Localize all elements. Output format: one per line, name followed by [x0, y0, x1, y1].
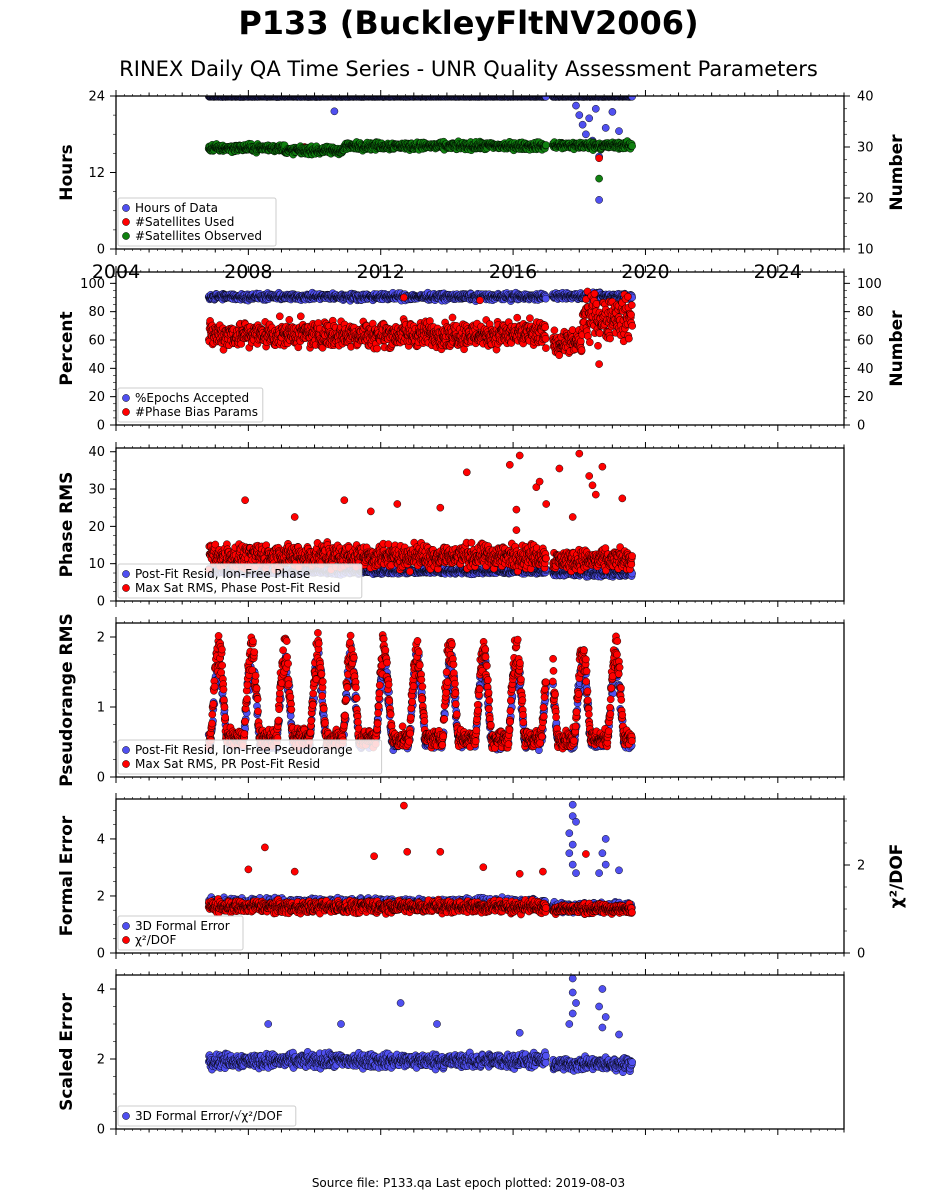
legend-marker [122, 394, 130, 402]
series-2-point [627, 310, 635, 319]
panel-1-marks [204, 96, 636, 204]
series-2-point [296, 312, 305, 321]
legend-marker [122, 218, 130, 226]
series-1-point [582, 130, 590, 139]
series-2-point [577, 346, 586, 355]
y-tick-label: 20 [88, 390, 105, 405]
series-2-point [476, 296, 484, 305]
figure-title: P133 (BuckleyFltNV2006) [238, 4, 699, 42]
legend-entry: %Epochs Accepted [135, 391, 249, 405]
series-1-point [595, 196, 603, 204]
panel-2: 0 20 40 60 80 100 Percent 0 20 40 60 80 100 Number %Ep… [57, 266, 907, 434]
series-2-point [628, 322, 637, 330]
y-tick-label: 12 [88, 166, 105, 181]
series-1-point [585, 114, 594, 123]
panel-2-y-axis-left: 0 20 40 60 80 100 Percent [57, 275, 116, 434]
series-2-point [541, 323, 550, 332]
panel-2-marks [204, 287, 637, 368]
series-3-point [595, 174, 603, 183]
series-2-point [285, 315, 294, 324]
y-tick-label: 80 [88, 305, 105, 320]
series-2-point [627, 301, 636, 309]
y-axis-right-label: Number [887, 310, 907, 387]
panel-1-y-axis-right: 10 20 30 40 Number [844, 90, 907, 258]
series-2-point [590, 289, 599, 298]
series-2-point [606, 334, 614, 343]
panel-1-legend: Hours of Data#Satellites Used#Satellites… [117, 197, 277, 247]
y-tick-label: 100 [80, 277, 105, 292]
y-right-tick-label: 0 [857, 419, 865, 434]
series-2-point [448, 313, 457, 322]
y-right-tick-label: 40 [857, 90, 874, 105]
y-axis-right-label: Number [887, 134, 907, 211]
series-1-point [572, 101, 580, 110]
panel-1-x-axis: 2004 2008 2012 2016 2020 2024 [92, 90, 845, 283]
series-2-point [576, 337, 585, 346]
series-2-point [542, 344, 550, 352]
series-1-point [608, 108, 617, 116]
series-1-point [628, 96, 636, 101]
series-1-point [578, 120, 587, 129]
y-right-tick-label: 20 [857, 192, 874, 207]
series-3-point [542, 141, 550, 149]
series-2-point [373, 344, 381, 353]
series-2-point [526, 314, 534, 323]
series-2-point [595, 360, 603, 368]
series-2-point [592, 300, 601, 308]
series-1-point [330, 107, 339, 116]
y-right-tick-label: 10 [857, 243, 874, 258]
series-1-point [541, 294, 550, 303]
series-2-point [400, 293, 408, 302]
series-2-point [275, 312, 284, 321]
series-2-point [550, 326, 559, 335]
y-tick-label: 40 [88, 362, 105, 377]
y-tick-label: 24 [88, 90, 105, 105]
panel-3-marks [204, 449, 636, 581]
series-3-point [628, 142, 636, 150]
y-right-tick-label: 80 [857, 305, 874, 320]
series-1-point [615, 127, 623, 135]
panel-1-y-axis-left: 0 12 24 Hours [57, 90, 116, 258]
series-2-point [585, 338, 594, 347]
y-axis-label: Percent [57, 311, 77, 385]
y-tick-label: 60 [88, 334, 105, 349]
series-2-point [624, 292, 632, 301]
panel-2-legend: %Epochs Accepted#Phase Bias Params [117, 387, 264, 423]
figure-subtitle: RINEX Daily QA Time Series - UNR Quality… [119, 57, 818, 81]
y-right-tick-label: 40 [857, 362, 874, 377]
y-axis-label: Hours [57, 144, 77, 201]
y-right-tick-label: 30 [857, 141, 874, 156]
series-1-point [601, 124, 610, 132]
y-tick-label: 0 [97, 243, 105, 258]
legend-entry: #Phase Bias Params [135, 405, 258, 419]
legend-entry: Hours of Data [135, 201, 218, 215]
series-1-point [575, 111, 584, 119]
legend-marker [122, 204, 130, 212]
legend-marker [122, 232, 130, 240]
series-2-point [595, 154, 603, 163]
y-right-tick-label: 20 [857, 390, 874, 405]
series-2-point [594, 341, 602, 350]
legend-marker [122, 408, 130, 416]
legend-entry: #Satellites Observed [135, 229, 262, 243]
series-2-point [541, 334, 550, 343]
series-1-point [591, 104, 600, 113]
series-2-point [513, 313, 522, 322]
y-right-tick-label: 60 [857, 334, 874, 349]
y-right-tick-label: 100 [857, 277, 882, 292]
panel-2-y-axis-right: 0 20 40 60 80 100 Number [844, 275, 907, 434]
legend-entry: #Satellites Used [135, 215, 234, 229]
y-tick-label: 0 [97, 419, 105, 434]
series-2-point [625, 334, 633, 343]
